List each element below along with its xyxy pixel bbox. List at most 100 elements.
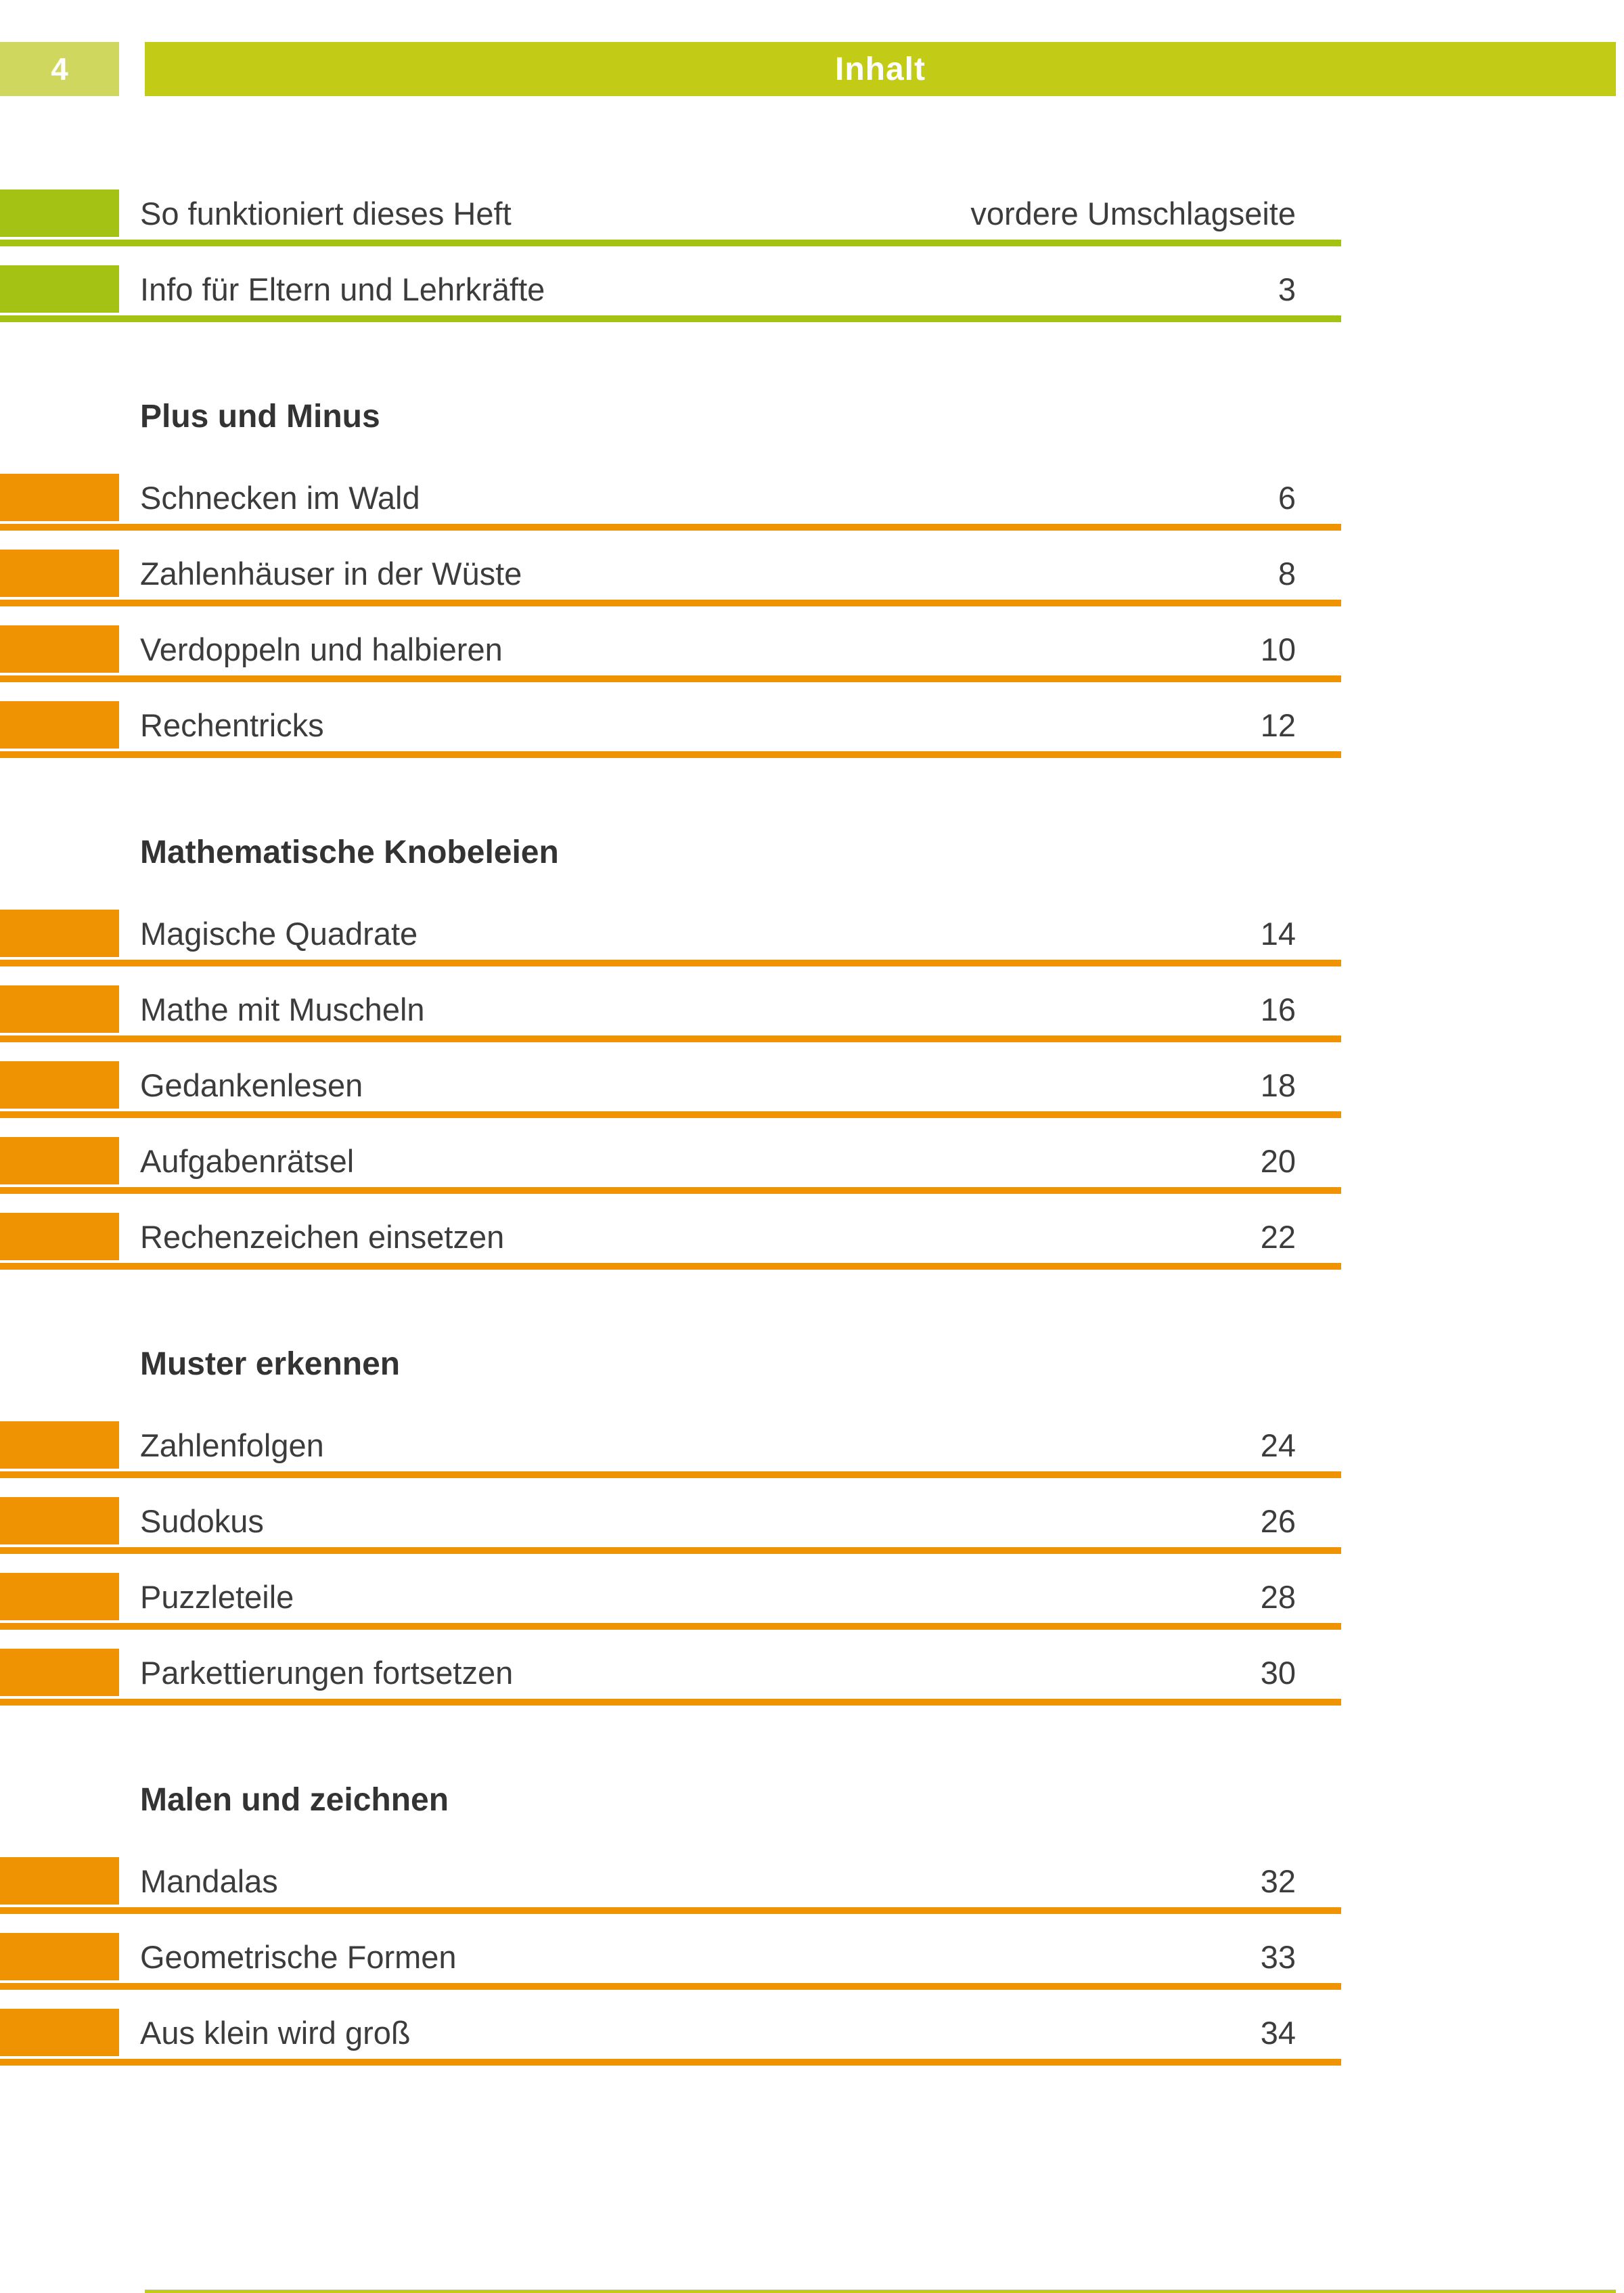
entry-title: Gedankenlesen (140, 1067, 363, 1103)
footer-rule (145, 2290, 1616, 2293)
entry-page-number: 20 (1260, 1142, 1296, 1179)
entry-rule (0, 2059, 1341, 2066)
page-title: Inhalt (835, 51, 926, 87)
entry-color-tab (0, 1497, 119, 1544)
toc-entry: Rechenzeichen einsetzen 22 (0, 1213, 1624, 1270)
entry-color-tab (0, 1573, 119, 1620)
entry-color-tab (0, 1933, 119, 1980)
entry-title: Rechentricks (140, 707, 324, 743)
toc-entry: Verdoppeln und halbieren 10 (0, 625, 1624, 682)
entry-rule (0, 1111, 1341, 1118)
toc-entry: Magische Quadrate 14 (0, 910, 1624, 966)
toc-entry: Gedankenlesen 18 (0, 1061, 1624, 1118)
toc-entry: Mandalas 32 (0, 1857, 1624, 1914)
toc-entry: Rechentricks 12 (0, 701, 1624, 758)
entry-title: Verdoppeln und halbieren (140, 631, 503, 667)
entry-rule (0, 240, 1341, 246)
entry-color-tab (0, 1421, 119, 1469)
entry-color-tab (0, 2009, 119, 2056)
entry-page-number: 28 (1260, 1578, 1296, 1615)
entry-title: Zahlenhäuser in der Wüste (140, 555, 522, 592)
entry-rule (0, 1187, 1341, 1194)
entry-color-tab (0, 1213, 119, 1260)
entry-title: Info für Eltern und Lehrkräfte (140, 271, 545, 307)
entry-title: Parkettierungen fortsetzen (140, 1654, 514, 1691)
toc-entry: Info für Eltern und Lehrkräfte 3 (0, 265, 1624, 322)
entry-title: Zahlenfolgen (140, 1427, 324, 1463)
toc-entry: Aufgabenrätsel 20 (0, 1137, 1624, 1194)
section-heading: Mathematische Knobeleien (140, 834, 559, 870)
entry-page-number: 6 (1278, 479, 1296, 516)
toc-entry: Parkettierungen fortsetzen 30 (0, 1649, 1624, 1706)
entry-color-tab (0, 550, 119, 597)
entry-color-tab (0, 701, 119, 749)
entry-rule (0, 600, 1341, 606)
entry-page-number: 16 (1260, 991, 1296, 1027)
page-number-tab: 4 (0, 42, 119, 96)
toc-entry: Puzzleteile 28 (0, 1573, 1624, 1630)
header-bar: Inhalt (145, 42, 1616, 96)
entry-title: Geometrische Formen (140, 1938, 457, 1975)
section-heading: Malen und zeichnen (140, 1782, 449, 1818)
toc-entry: Zahlenfolgen 24 (0, 1421, 1624, 1478)
entry-color-tab (0, 1061, 119, 1109)
entry-color-tab (0, 625, 119, 673)
entry-color-tab (0, 1649, 119, 1696)
entry-title: Schnecken im Wald (140, 479, 420, 516)
entry-color-tab (0, 190, 119, 237)
toc-entry: Sudokus 26 (0, 1497, 1624, 1554)
toc-list: So funktioniert dieses Heft vordere Umsc… (0, 190, 1624, 2085)
entry-page-number: 32 (1260, 1863, 1296, 1899)
entry-title: Mathe mit Muscheln (140, 991, 425, 1027)
entry-title: Magische Quadrate (140, 915, 418, 952)
entry-page-number: 26 (1260, 1502, 1296, 1539)
entry-rule (0, 675, 1341, 682)
entry-page-number: 30 (1260, 1654, 1296, 1691)
entry-title: Rechenzeichen einsetzen (140, 1218, 505, 1255)
toc-entry: Zahlenhäuser in der Wüste 8 (0, 550, 1624, 606)
entry-page-number: 33 (1260, 1938, 1296, 1975)
entry-rule (0, 1983, 1341, 1990)
entry-rule (0, 1547, 1341, 1554)
toc-entry: Schnecken im Wald 6 (0, 474, 1624, 531)
entry-rule (0, 315, 1341, 322)
section-heading: Plus und Minus (140, 399, 380, 435)
entry-page-number: 3 (1278, 271, 1296, 307)
entry-rule (0, 1471, 1341, 1478)
entry-title: Mandalas (140, 1863, 278, 1899)
entry-color-tab (0, 1857, 119, 1905)
entry-rule (0, 524, 1341, 531)
entry-title: Aus klein wird groß (140, 2014, 411, 2051)
entry-page-number: 22 (1260, 1218, 1296, 1255)
entry-title: Aufgabenrätsel (140, 1142, 355, 1179)
entry-rule (0, 1036, 1341, 1042)
entry-title: Sudokus (140, 1502, 264, 1539)
entry-color-tab (0, 474, 119, 521)
entry-rule (0, 1263, 1341, 1270)
entry-page-number: vordere Umschlagseite (970, 195, 1296, 231)
page-header: 4 Inhalt (0, 42, 1624, 96)
entry-rule (0, 1623, 1341, 1630)
toc-entry: Aus klein wird groß 34 (0, 2009, 1624, 2066)
page-number: 4 (51, 51, 68, 87)
entry-color-tab (0, 265, 119, 313)
entry-page-number: 24 (1260, 1427, 1296, 1463)
toc-entry: Mathe mit Muscheln 16 (0, 985, 1624, 1042)
entry-rule (0, 1907, 1341, 1914)
entry-page-number: 10 (1260, 631, 1296, 667)
entry-page-number: 18 (1260, 1067, 1296, 1103)
entry-color-tab (0, 1137, 119, 1184)
entry-rule (0, 960, 1341, 966)
entry-title: Puzzleteile (140, 1578, 294, 1615)
entry-page-number: 8 (1278, 555, 1296, 592)
entry-page-number: 14 (1260, 915, 1296, 952)
entry-page-number: 12 (1260, 707, 1296, 743)
section-heading: Muster erkennen (140, 1346, 401, 1382)
entry-page-number: 34 (1260, 2014, 1296, 2051)
entry-color-tab (0, 985, 119, 1033)
entry-color-tab (0, 910, 119, 957)
entry-rule (0, 751, 1341, 758)
toc-entry: Geometrische Formen 33 (0, 1933, 1624, 1990)
toc-entry: So funktioniert dieses Heft vordere Umsc… (0, 190, 1624, 246)
